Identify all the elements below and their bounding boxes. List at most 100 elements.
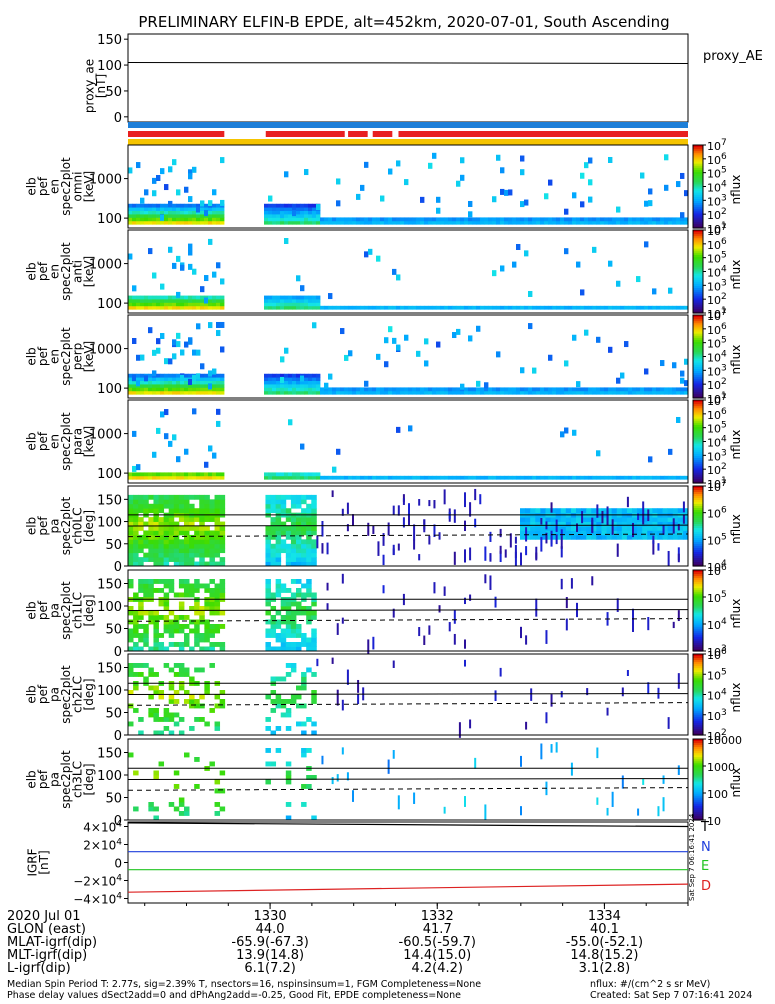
colorbar-cell xyxy=(693,548,703,551)
pa-cell xyxy=(128,752,134,758)
spectrogram-cell xyxy=(212,380,217,385)
spectrogram-cell xyxy=(268,207,273,211)
pa-cell xyxy=(555,521,562,527)
pa-cell xyxy=(199,534,205,540)
spectrogram-cell xyxy=(140,217,145,222)
pa-cell xyxy=(606,521,613,527)
spectrogram-cell xyxy=(156,380,161,385)
pa-cell xyxy=(265,526,271,531)
colorbar-cell xyxy=(693,306,703,310)
spectrogram-cell xyxy=(468,200,473,207)
pa-cell xyxy=(576,508,582,514)
spectrogram-cell xyxy=(628,305,633,310)
spectrogram-cell xyxy=(268,220,273,225)
pa-cell xyxy=(290,517,297,522)
colorbar-cell xyxy=(693,572,703,575)
pa-cell xyxy=(194,610,200,616)
spectrogram-cell xyxy=(220,207,225,211)
colorbar-cell xyxy=(693,466,703,470)
y-tick-label: 4×104 xyxy=(83,820,122,835)
spectrogram-cell xyxy=(196,295,201,300)
spectrogram-cell xyxy=(520,155,525,162)
spectrogram-cell xyxy=(200,207,205,211)
pa-cell xyxy=(621,508,628,514)
spectrogram-cell xyxy=(264,475,269,480)
pa-cell xyxy=(158,548,165,554)
colorbar-cell xyxy=(693,532,703,535)
spectrogram-cell xyxy=(188,169,193,176)
pa-cell xyxy=(143,503,149,509)
spectrogram-cell xyxy=(304,305,309,310)
pa-cell xyxy=(540,521,546,527)
pa-cell xyxy=(591,526,597,531)
spectrogram-cell xyxy=(400,220,405,225)
spectrogram-cell xyxy=(268,217,273,222)
spectrogram-cell xyxy=(640,220,645,225)
pa-cell xyxy=(133,663,139,668)
colorbar-cell xyxy=(693,550,703,553)
colorbar-cell xyxy=(693,223,703,227)
spectrogram-cell xyxy=(208,322,213,329)
spectrogram-cell xyxy=(188,305,193,310)
pa-cell xyxy=(301,543,307,549)
spectrogram-cell xyxy=(580,390,585,395)
colorbar-cell xyxy=(693,217,703,221)
pa-cell xyxy=(214,561,221,567)
pa-cell xyxy=(209,592,215,598)
spectrogram-cell xyxy=(144,295,149,300)
spectrogram-cell xyxy=(336,475,341,480)
pa-cell xyxy=(275,676,282,682)
spectrogram-cell xyxy=(332,466,337,473)
colorbar-label: nflux xyxy=(729,514,743,544)
colorbar-cell xyxy=(693,441,703,445)
spectrogram-cell xyxy=(288,295,293,300)
spectrogram-cell xyxy=(152,210,157,215)
spectrogram-cell xyxy=(220,299,225,303)
spectrogram-cell xyxy=(272,380,277,385)
spectrogram-cell xyxy=(172,203,177,208)
pa-cell xyxy=(581,526,587,531)
pa-cell xyxy=(321,755,324,765)
spectrogram-cell xyxy=(280,203,285,208)
pa-cell xyxy=(214,802,221,807)
spectrogram-cell xyxy=(680,172,685,179)
pa-cell xyxy=(616,508,623,514)
spectrogram-cell xyxy=(412,387,417,392)
spectrogram-cell xyxy=(276,305,281,310)
spectrogram-cell xyxy=(488,305,493,310)
pa-cell xyxy=(667,517,674,522)
pa-cell xyxy=(525,521,531,527)
pa-cell xyxy=(306,517,312,522)
spectrogram-cell xyxy=(668,287,673,294)
y-axis-label-line: pa xyxy=(47,772,61,787)
pa-cell xyxy=(219,592,226,598)
pa-cell xyxy=(133,615,139,620)
pa-cell xyxy=(148,592,154,598)
timestamp-stamp: Sat Sep 7 06:16:41 2024 xyxy=(688,813,696,901)
spectrogram-cell xyxy=(152,220,157,225)
pa-cell xyxy=(204,503,210,509)
spectrogram-cell xyxy=(172,377,177,381)
colorbar-cell xyxy=(693,694,703,698)
spectrogram-cell xyxy=(564,387,569,392)
pa-cell xyxy=(611,508,618,514)
pa-cell xyxy=(626,517,633,522)
pa-cell xyxy=(189,676,195,682)
spectrogram-cell xyxy=(480,220,485,225)
spectrogram-cell xyxy=(412,217,417,222)
pa-cell xyxy=(194,624,200,629)
pa-cell xyxy=(265,543,271,549)
y-axis-label-line: pef xyxy=(36,516,50,536)
pa-cell xyxy=(270,633,277,638)
pa-cell xyxy=(214,517,221,522)
pa-cell xyxy=(275,694,282,700)
pa-cell xyxy=(204,548,210,554)
pa-cell xyxy=(290,642,297,647)
pa-cell xyxy=(189,526,195,531)
spectrogram-cell xyxy=(508,217,513,222)
pa-cell xyxy=(301,721,307,727)
pa-cell xyxy=(178,552,185,558)
pa-cell xyxy=(413,524,416,541)
spectrogram-cell xyxy=(220,373,225,378)
